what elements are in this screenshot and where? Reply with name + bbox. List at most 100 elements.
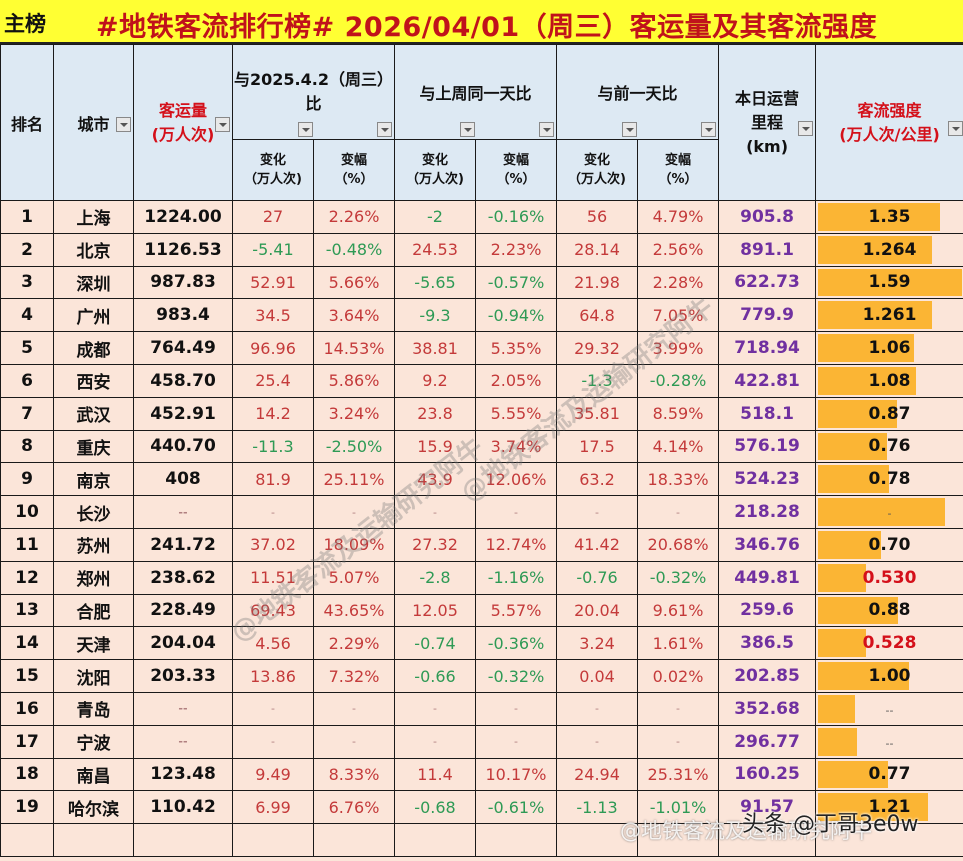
list-tag: 主榜 — [4, 12, 46, 36]
dod-pct-cell: 20.68% — [637, 527, 720, 562]
yoy-change-cell: - — [232, 724, 314, 759]
filter-dropdown-wow-pct[interactable] — [539, 122, 555, 137]
filter-dropdown-wow-change[interactable] — [460, 122, 475, 137]
intensity-cell: 0.77 — [815, 757, 963, 792]
dod-change-cell: -1.3 — [556, 363, 639, 398]
mileage-cell: 718.94 — [718, 331, 817, 365]
weibo-watermark: @地铁客流及运输研究阿牛 — [620, 819, 872, 843]
intensity-bar — [818, 399, 898, 428]
wow-change-cell: 15.9 — [394, 429, 476, 464]
dod-pct-cell: 7.05% — [637, 298, 720, 333]
rank-cell: 7 — [0, 396, 54, 431]
city-cell: 武汉 — [53, 396, 134, 431]
rank-cell: 11 — [0, 527, 54, 562]
intensity-cell: 1.00 — [815, 659, 963, 693]
filter-dropdown-mileage[interactable] — [798, 121, 814, 136]
filter-dropdown-dod-change[interactable] — [622, 122, 638, 137]
table-row: 1 上海 1224.00 27 2.26% -2 -0.16% 56 4.79% 905.8 1.3… — [0, 200, 963, 234]
volume-cell: -- — [133, 724, 233, 759]
empty-cell — [474, 823, 558, 857]
intensity-cell: 1.261 — [815, 298, 963, 333]
table-row: 7 武汉 452.91 14.2 3.24% 23.8 5.55% 35.81 8.59% 518… — [0, 396, 963, 431]
rank-cell: 4 — [0, 298, 54, 333]
intensity-cell: - — [815, 495, 963, 529]
city-cell: 南昌 — [53, 757, 134, 792]
table-row: 12 郑州 238.62 11.51 5.07% -2.8 -1.16% -0.76 -0.32… — [0, 560, 963, 595]
filter-dropdown-volume[interactable] — [215, 117, 230, 132]
yoy-pct-cell: 2.26% — [313, 200, 395, 234]
volume-cell: 204.04 — [133, 626, 233, 661]
wow-pct-cell: -0.57% — [474, 265, 558, 300]
yoy-pct-cell: 3.64% — [313, 298, 395, 333]
dod-change-cell: 3.24 — [556, 626, 639, 661]
dod-pct-cell: - — [637, 724, 720, 759]
intensity-bar — [818, 235, 933, 264]
wow-pct-cell: 2.23% — [474, 232, 558, 267]
header-yoy: 与2025.4.2（周三） 比 — [232, 44, 395, 140]
intensity-bar — [818, 694, 856, 723]
volume-cell: 1126.53 — [133, 232, 233, 267]
dod-change-cell: 41.42 — [556, 527, 639, 562]
yoy-pct-cell: 5.07% — [313, 560, 395, 595]
mileage-cell: 622.73 — [718, 265, 817, 300]
filter-dropdown-yoy-change[interactable] — [298, 122, 313, 137]
volume-cell: -- — [133, 691, 233, 726]
yoy-change-cell: 9.49 — [232, 757, 314, 792]
intensity-cell: 1.21 — [815, 790, 963, 825]
wow-pct-cell: - — [474, 691, 558, 726]
wow-pct-cell: - — [474, 724, 558, 759]
header-dod: 与前一天比 — [556, 44, 720, 140]
header-rank: 排名 — [0, 44, 54, 201]
filter-dropdown-yoy-pct[interactable] — [377, 122, 392, 137]
filter-dropdown-intensity[interactable] — [948, 121, 963, 136]
table-row: 2 北京 1126.53 -5.41 -0.48% 24.53 2.23% 28.14 2.56… — [0, 232, 963, 267]
toutiao-watermark: 头条 @丁哥3e0w — [742, 812, 919, 837]
intensity-bar — [818, 629, 867, 658]
empty-cell — [0, 823, 54, 857]
intensity-cell: 0.70 — [815, 527, 963, 562]
intensity-cell: 0.87 — [815, 396, 963, 431]
empty-cell — [313, 823, 395, 857]
yoy-pct-cell: 43.65% — [313, 593, 395, 628]
intensity-cell: 1.08 — [815, 363, 963, 398]
intensity-bar — [818, 563, 867, 592]
wow-change-cell: - — [394, 495, 476, 529]
dod-pct-cell: 1.61% — [637, 626, 720, 661]
wow-change-cell: -0.66 — [394, 659, 476, 693]
volume-cell: 238.62 — [133, 560, 233, 595]
wow-pct-cell: 10.17% — [474, 757, 558, 792]
intensity-value: 1.261 — [862, 305, 917, 326]
table-row: 9 南京 408 81.9 25.11% 43.9 12.06% 63.2 18.33% 524.… — [0, 462, 963, 497]
wow-pct-cell: 3.74% — [474, 429, 558, 464]
dod-pct-cell: 3.99% — [637, 331, 720, 365]
intensity-bar — [818, 498, 946, 526]
city-cell: 天津 — [53, 626, 134, 661]
intensity-cell: 0.530 — [815, 560, 963, 595]
volume-cell: 123.48 — [133, 757, 233, 792]
table-row: 18 南昌 123.48 9.49 8.33% 11.4 10.17% 24.94 25.31%… — [0, 757, 963, 792]
header-volume: 客运量 (万人次) — [133, 44, 233, 201]
wow-pct-cell: 5.35% — [474, 331, 558, 365]
table-row: 19 哈尔滨 110.42 6.99 6.76% -0.68 -0.61% -1.13 -1.0… — [0, 790, 963, 825]
intensity-value: 0.70 — [868, 534, 911, 555]
filter-dropdown-dod-pct[interactable] — [701, 122, 717, 137]
dod-change-cell: 0.04 — [556, 659, 639, 693]
wow-change-cell: 11.4 — [394, 757, 476, 792]
wow-change-cell: 12.05 — [394, 593, 476, 628]
city-cell: 青岛 — [53, 691, 134, 726]
filter-dropdown-city[interactable] — [116, 117, 131, 132]
wow-pct-cell: -0.36% — [474, 626, 558, 661]
intensity-value: 1.264 — [862, 239, 917, 260]
dod-pct-cell: 9.61% — [637, 593, 720, 628]
intensity-value: 1.00 — [868, 666, 911, 687]
intensity-cell: -- — [815, 724, 963, 759]
rank-cell: 9 — [0, 462, 54, 497]
city-cell: 南京 — [53, 462, 134, 497]
mileage-cell: 259.6 — [718, 593, 817, 628]
dod-change-cell: - — [556, 691, 639, 726]
intensity-value: 0.77 — [868, 764, 911, 785]
intensity-bar — [818, 662, 910, 690]
volume-cell: 203.33 — [133, 659, 233, 693]
intensity-value: 0.87 — [868, 403, 911, 424]
dod-change-cell: 56 — [556, 200, 639, 234]
